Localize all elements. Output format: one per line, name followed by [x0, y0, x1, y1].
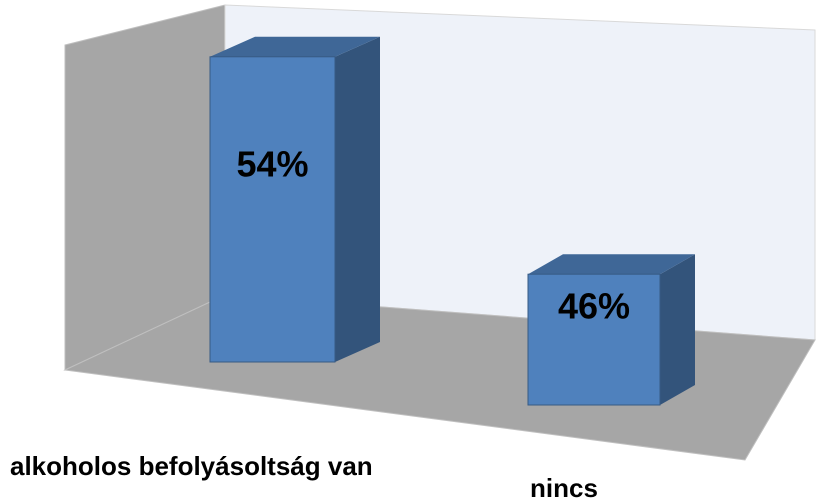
value-label: 54% [236, 143, 308, 184]
bar-side [335, 36, 380, 363]
value-label: 46% [558, 286, 630, 327]
bar-top [528, 254, 695, 275]
category-label: nincs [530, 473, 598, 499]
bar-top [210, 36, 380, 57]
bar [527, 273, 661, 406]
bar [209, 56, 336, 363]
bar-side [660, 254, 695, 405]
category-label: alkoholos befolyásoltság van [10, 451, 373, 481]
